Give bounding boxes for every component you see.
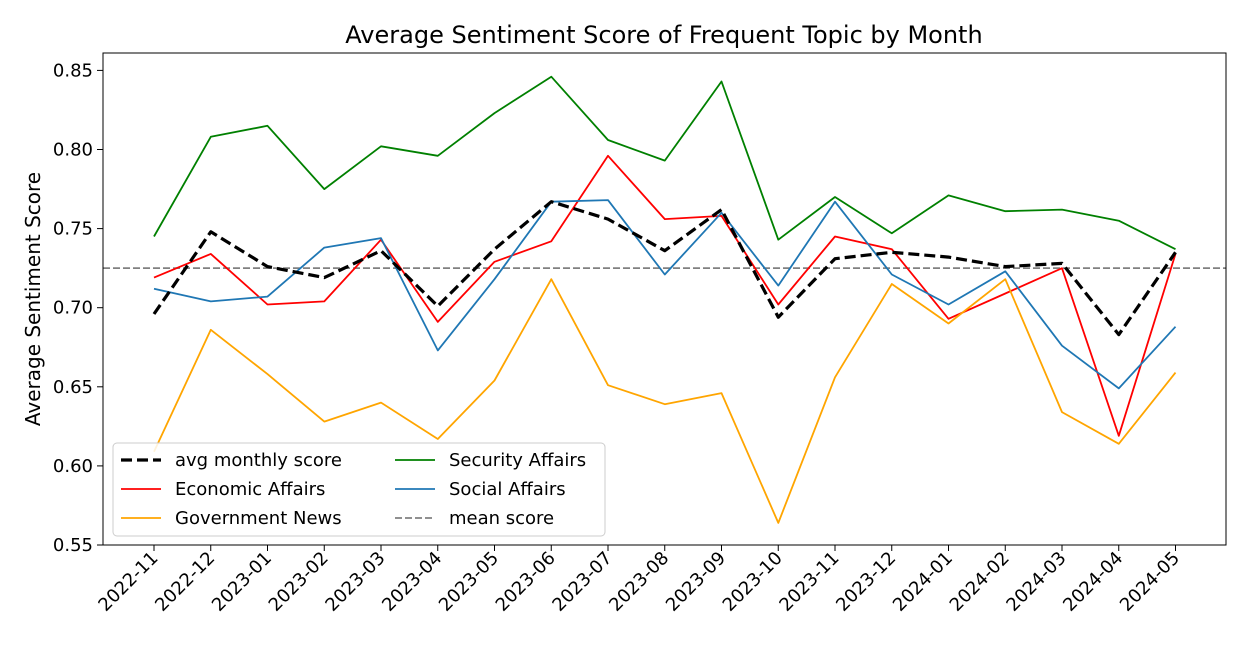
x-tick-label: 2023-02 bbox=[265, 548, 333, 616]
x-tick-label: 2023-10 bbox=[719, 548, 787, 616]
series-line-social-affairs bbox=[153, 199, 1177, 390]
x-tick-label: 2023-05 bbox=[435, 548, 503, 616]
x-tick-label: 2024-04 bbox=[1059, 548, 1127, 616]
x-tick-label: 2022-12 bbox=[151, 548, 219, 616]
y-tick-label: 0.55 bbox=[53, 535, 93, 556]
y-tick-label: 0.75 bbox=[53, 219, 93, 240]
y-axis: 0.55 0.60 0.65 0.70 0.75 0.80 0.85 bbox=[53, 60, 103, 556]
x-tick-label: 2022-11 bbox=[94, 548, 162, 616]
legend-label: Government News bbox=[175, 508, 342, 529]
x-tick-label: 2024-03 bbox=[1002, 548, 1070, 616]
series-line-avg-monthly-score bbox=[152, 200, 1177, 337]
x-tick-label: 2023-06 bbox=[492, 548, 560, 616]
x-axis: 2022-112022-122023-012023-022023-032023-… bbox=[94, 545, 1184, 616]
legend-item-social-affairs: Social Affairs bbox=[395, 479, 566, 500]
legend-label: Security Affairs bbox=[449, 450, 586, 471]
legend-item-avg-monthly-score: avg monthly score bbox=[121, 450, 342, 471]
y-tick-label: 0.65 bbox=[53, 377, 93, 398]
x-tick-label: 2023-07 bbox=[548, 548, 616, 616]
legend-item-security-affairs: Security Affairs bbox=[395, 450, 586, 471]
legend-label: avg monthly score bbox=[175, 450, 342, 471]
y-tick-label: 0.80 bbox=[53, 140, 93, 161]
series-line-government-news bbox=[153, 278, 1177, 524]
y-axis-label: Average Sentiment Score bbox=[21, 172, 45, 426]
x-tick-label: 2023-01 bbox=[208, 548, 276, 616]
legend-item-government-news: Government News bbox=[121, 508, 342, 529]
y-tick-label: 0.85 bbox=[53, 60, 93, 81]
x-tick-label: 2023-04 bbox=[378, 548, 446, 616]
series-line-economic-affairs bbox=[153, 154, 1177, 437]
legend: avg monthly score Economic Affairs Governm… bbox=[112, 442, 606, 537]
x-tick-label: 2023-11 bbox=[775, 548, 843, 616]
x-tick-label: 2023-12 bbox=[832, 548, 900, 616]
legend-box bbox=[112, 442, 606, 537]
x-tick-label: 2023-09 bbox=[662, 548, 730, 616]
plot-area bbox=[103, 75, 1226, 524]
legend-label: mean score bbox=[449, 508, 554, 529]
legend-item-mean-score: mean score bbox=[395, 508, 554, 529]
x-tick-label: 2024-05 bbox=[1116, 548, 1184, 616]
x-tick-label: 2024-01 bbox=[889, 548, 957, 616]
chart-title: Average Sentiment Score of Frequent Topi… bbox=[345, 21, 982, 49]
x-tick-label: 2023-03 bbox=[321, 548, 389, 616]
y-tick-label: 0.70 bbox=[53, 298, 93, 319]
legend-item-economic-affairs: Economic Affairs bbox=[121, 479, 325, 500]
y-tick-label: 0.60 bbox=[53, 456, 93, 477]
x-tick-label: 2024-02 bbox=[946, 548, 1014, 616]
legend-label: Social Affairs bbox=[449, 479, 566, 500]
legend-label: Economic Affairs bbox=[175, 479, 325, 500]
x-tick-label: 2023-08 bbox=[605, 548, 673, 616]
series-line-security-affairs bbox=[153, 75, 1176, 251]
